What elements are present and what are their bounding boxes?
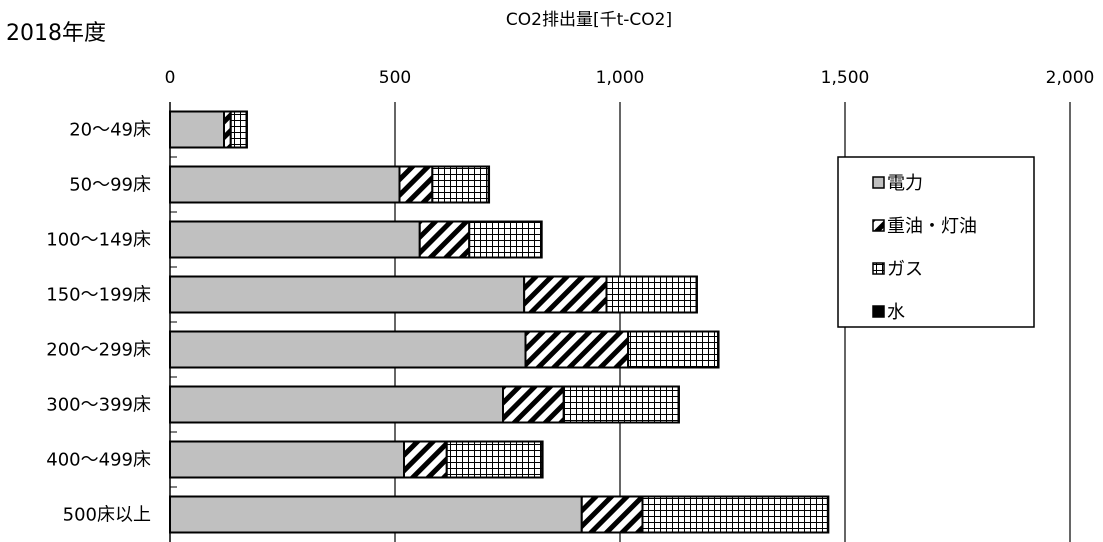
- bar-segment: [523, 275, 608, 314]
- y-category-label: 100〜149床: [46, 230, 151, 251]
- bar-segment: [445, 440, 544, 479]
- bar-segment: [169, 385, 504, 424]
- x-tick-labels: 0 500 1,000 1,500 2,000: [165, 68, 1095, 88]
- bar-segment: [169, 275, 526, 314]
- bar-segment: [580, 495, 644, 534]
- legend-swatch: [872, 219, 885, 232]
- y-category-label: 300〜399床: [46, 395, 151, 416]
- bar-segment: [169, 165, 401, 204]
- bar-segment: [169, 110, 225, 149]
- y-category-label: 150〜199床: [46, 285, 151, 306]
- bar-segment: [223, 110, 232, 149]
- chart-title: CO2排出量[千t-CO2]: [506, 10, 672, 30]
- legend-label: 水: [887, 302, 905, 323]
- legend-label: 電力: [887, 173, 923, 194]
- bar-segment: [403, 440, 448, 479]
- bar-segment: [641, 495, 829, 534]
- y-category-label: 400〜499床: [46, 450, 151, 471]
- y-category-label: 50〜99床: [69, 175, 151, 196]
- bar-segment: [431, 165, 490, 204]
- bar-segment: [605, 275, 698, 314]
- bar-segment: [524, 330, 630, 369]
- x-tick-label: 1,000: [596, 68, 645, 88]
- bar-segment: [169, 495, 583, 534]
- bar-segment: [169, 330, 527, 369]
- bar-segment: [468, 220, 543, 259]
- bar-segment: [502, 385, 565, 424]
- bars: [169, 110, 830, 534]
- legend-label: ガス: [887, 259, 923, 280]
- y-category-labels: 20〜49床 50〜99床 100〜149床 150〜199床 200〜299床 300〜…: [46, 120, 177, 526]
- page-label: 2018年度: [6, 21, 106, 46]
- y-category-label: 500床以上: [63, 505, 151, 526]
- y-category-label: 20〜49床: [69, 120, 151, 141]
- bar-segment: [562, 385, 680, 424]
- legend-swatch: [872, 262, 885, 275]
- x-tick-label: 2,000: [1046, 68, 1095, 88]
- y-category-label: 200〜299床: [46, 340, 151, 361]
- bar-segment: [627, 330, 720, 369]
- bar-segment: [398, 165, 434, 204]
- bar-segment: [169, 440, 405, 479]
- legend-swatch: [872, 176, 885, 189]
- x-tick-label: 1,500: [821, 68, 870, 88]
- x-tick-label: 0: [165, 68, 176, 88]
- x-tick-label: 500: [379, 68, 411, 88]
- bar-segment: [229, 110, 248, 149]
- legend-label: 重油・灯油: [887, 216, 977, 237]
- legend-box: [837, 156, 1035, 328]
- bar-segment: [169, 220, 421, 259]
- legend-swatch: [872, 305, 885, 318]
- bar-segment: [418, 220, 471, 259]
